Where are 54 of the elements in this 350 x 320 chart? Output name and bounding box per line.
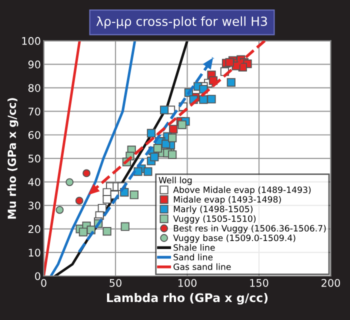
point xyxy=(130,190,138,200)
point xyxy=(169,124,178,134)
line-series xyxy=(50,40,136,276)
y-tick-label: 0 xyxy=(35,272,40,280)
y-tick-label: 40 xyxy=(28,178,40,186)
legend-label: Vuggy (1505-1510) xyxy=(173,215,256,224)
point xyxy=(102,195,112,204)
legend-label: Midale evap (1493-1498) xyxy=(174,196,281,204)
point xyxy=(150,152,159,162)
chart-title: λρ-μρ cross-plot for well H3 xyxy=(96,16,267,28)
point xyxy=(102,227,112,236)
point xyxy=(226,78,236,87)
point xyxy=(207,94,216,104)
point xyxy=(66,178,74,186)
point xyxy=(168,150,177,159)
legend-label: Vuggy base (1509.0-1509.4) xyxy=(173,234,296,243)
y-tick-label: 20 xyxy=(28,225,40,234)
legend-label: Shale line xyxy=(174,244,215,251)
y-tick-label: 70 xyxy=(28,108,40,116)
y-axis-title: Mu rho (GPa x g/cc) xyxy=(7,98,18,219)
legend-label: Sand line xyxy=(174,254,213,260)
x-axis-title: Lambda rho (GPa x g/cc) xyxy=(107,293,268,305)
y-tick-label: 60 xyxy=(28,131,40,139)
point xyxy=(162,140,170,148)
x-tick-label: 50 xyxy=(110,278,122,287)
legend-label: Above Midale evap (1489-1493) xyxy=(173,186,311,195)
x-tick-label: 150 xyxy=(250,278,268,287)
point xyxy=(153,144,162,153)
point xyxy=(78,228,88,236)
point xyxy=(120,222,130,231)
x-tick-label: 100 xyxy=(178,278,196,287)
x-tick-label: 200 xyxy=(322,278,340,287)
y-tick-label: 50 xyxy=(28,154,40,163)
y-tick-label: 30 xyxy=(28,202,40,210)
legend-label: Best res in Vuggy (1506.36-1506.7) xyxy=(174,224,326,234)
legend-label: Marly (1498-1505) xyxy=(174,206,252,214)
y-tick-label: 100 xyxy=(22,37,40,45)
point xyxy=(225,58,234,67)
point xyxy=(134,167,142,176)
y-tick-label: 80 xyxy=(28,84,40,92)
x-tick-label: 0 xyxy=(41,278,46,287)
point xyxy=(56,206,64,214)
legend-label: Gas sand line xyxy=(174,263,231,270)
point xyxy=(146,128,156,138)
point xyxy=(168,134,177,142)
y-tick-label: 10 xyxy=(28,248,40,257)
point xyxy=(160,106,169,114)
legend-title: Well log xyxy=(158,176,192,186)
y-tick-label: 90 xyxy=(28,60,40,68)
point xyxy=(178,120,186,130)
point xyxy=(144,167,152,176)
point xyxy=(75,196,84,205)
point xyxy=(199,95,208,104)
point xyxy=(82,169,90,178)
